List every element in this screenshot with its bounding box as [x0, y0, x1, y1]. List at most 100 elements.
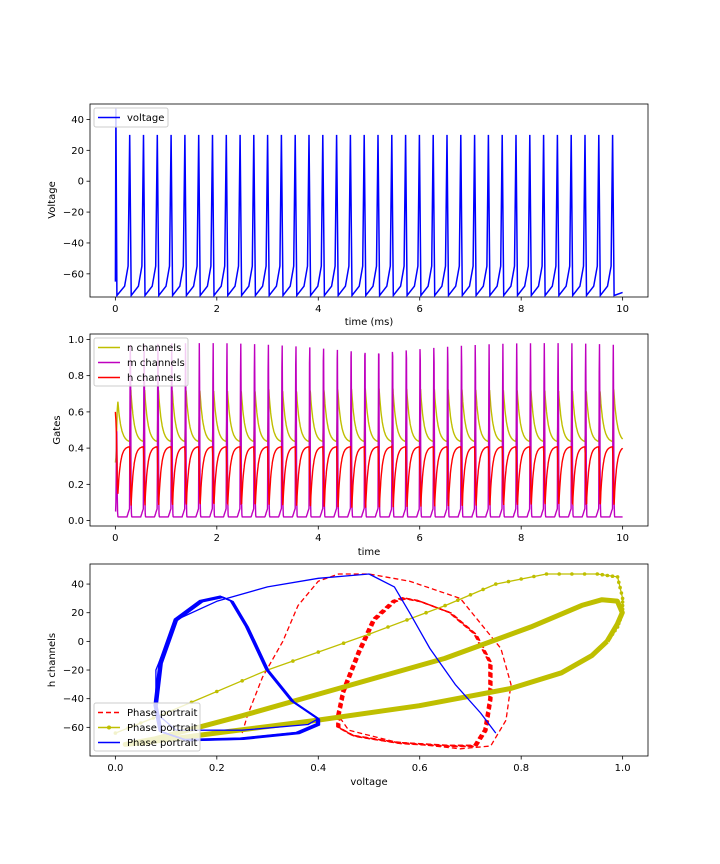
phase-axes-frame [89, 563, 649, 757]
voltage-legend-box [93, 107, 169, 128]
phase-yellow-marker [532, 574, 536, 579]
gates-x-tick-label: 10 [616, 533, 629, 544]
phase-y-tick-label: −40 [63, 694, 84, 705]
phase-yellow-marker [367, 632, 371, 636]
phase-blue-line-cycle [156, 596, 321, 742]
phase-yellow-marker [456, 598, 460, 602]
voltage-x-tick-label: 4 [315, 304, 321, 315]
phase-red-line-cycle [339, 598, 493, 748]
phase-red-line-cycle [336, 597, 490, 746]
gates-y-tick-label: 0.0 [68, 516, 84, 527]
gates-x-axis-label: time [358, 547, 381, 558]
voltage-y-tick-label: −20 [63, 208, 84, 219]
voltage-x-tick-label: 0 [112, 304, 118, 315]
phase-yellow-marker [618, 585, 622, 590]
voltage-y-tick-label: −60 [63, 269, 84, 280]
phase-yellow-marker [595, 572, 600, 576]
gates-x-tick-label: 0 [112, 533, 118, 544]
voltage-y-axis-label: Voltage [47, 181, 58, 219]
phase-y-tick-label: 20 [71, 608, 84, 619]
gates-panel: 0 2 4 6 8 10 1.0 0.8 0.6 0.4 0.2 0.0 time Gates n c… [52, 333, 649, 558]
phase-yellow-marker [615, 575, 620, 579]
voltage-series-layer [114, 108, 623, 298]
voltage-line [114, 108, 623, 298]
gates-y-tick-label: 1.0 [68, 335, 84, 346]
phase-y-tick-label: −20 [63, 666, 84, 677]
phase-yellow-marker [481, 587, 485, 592]
phase-legend: Phase portrait Phase portrait Phase port… [93, 702, 201, 752]
phase-yellow-marker [605, 573, 610, 578]
phase-yellow-marker [610, 632, 615, 636]
phase-yellow-marker [519, 577, 523, 581]
phase-yellow-marker [570, 572, 574, 576]
voltage-x-tick-label: 8 [518, 304, 524, 315]
voltage-axes-frame [89, 103, 649, 298]
voltage-legend: voltage [93, 107, 169, 128]
phase-x-tick-label: 0.4 [310, 763, 326, 774]
phase-yellow-marker [557, 572, 561, 576]
phase-yellow-marker [600, 572, 605, 577]
phase-panel: 0.0 0.2 0.4 0.6 0.8 1.0 40 20 0 −20 −40 −60 voltage… [47, 563, 649, 788]
gates-axes-frame [89, 333, 649, 527]
phase-yellow-marker [424, 610, 428, 615]
phase-y-tick-label: 0 [78, 637, 84, 648]
voltage-x-tick-label: 6 [417, 304, 423, 315]
phase-blue-line-first [155, 573, 497, 734]
gates-y-tick-label: 0.4 [68, 444, 84, 455]
phase-yellow-marker [386, 625, 390, 629]
phase-y-tick-label: 40 [71, 580, 84, 591]
phase-yellow-marker [617, 621, 621, 626]
phase-y-tick-label: −60 [63, 723, 84, 734]
phase-yellow-marker [316, 650, 321, 654]
phase-yellow-marker [619, 614, 624, 619]
gates-y-tick-label: 0.6 [68, 407, 84, 418]
phase-yellow-marker [468, 593, 473, 597]
phase-yellow-marker [615, 625, 620, 629]
voltage-y-tick-label: 40 [71, 115, 84, 126]
phase-yellow-marker [240, 679, 244, 683]
phase-yellow-marker [405, 618, 409, 622]
voltage-x-tick-label: 10 [616, 304, 629, 315]
phase-yellow-marker [608, 636, 612, 640]
phase-yellow-marker [620, 607, 625, 611]
gates-legend: n channels m channels h channels [93, 337, 189, 387]
phase-yellow-marker [613, 628, 617, 633]
phase-yellow-marker [620, 600, 625, 604]
voltage-y-tick-label: −40 [63, 238, 84, 249]
voltage-ticks-layer: 0 2 4 6 8 10 40 20 0 −20 −40 −60 [63, 115, 629, 315]
phase-legend-label-yellow: Phase portrait [127, 723, 198, 734]
voltage-y-tick-label: 20 [71, 146, 84, 157]
gates-legend-label-m: m channels [127, 358, 185, 369]
gates-y-axis-label: Gates [52, 415, 63, 444]
gates-y-tick-label: 0.2 [68, 480, 84, 491]
gates-legend-label-h: h channels [127, 373, 181, 384]
phase-y-axis-label: h channels [47, 633, 58, 687]
phase-yellow-marker [610, 574, 615, 578]
voltage-x-axis-label: time (ms) [345, 317, 394, 328]
gates-x-tick-label: 6 [417, 533, 423, 544]
gates-y-tick-label: 0.8 [68, 371, 84, 382]
phase-yellow-marker [620, 596, 625, 601]
phase-legend-marker-yellow [107, 725, 111, 730]
phase-red-line-first [241, 573, 512, 750]
phase-yellow-marker [341, 641, 346, 645]
phase-x-tick-label: 0.0 [107, 763, 123, 774]
gates-x-tick-label: 4 [315, 533, 321, 544]
phase-yellow-marker [619, 591, 624, 595]
gates-x-tick-label: 8 [518, 533, 524, 544]
phase-legend-label-blue: Phase portrait [127, 738, 198, 749]
phase-x-tick-label: 0.8 [513, 763, 529, 774]
phase-yellow-marker [618, 618, 622, 622]
gates-legend-label-n: n channels [127, 343, 181, 354]
phase-x-tick-label: 0.2 [209, 763, 225, 774]
voltage-x-tick-label: 2 [214, 304, 220, 315]
phase-yellow-marker [291, 659, 295, 663]
gates-legend-box [93, 337, 189, 387]
gates-series-layer [114, 343, 624, 518]
phase-yellow-marker [494, 582, 498, 586]
gates-x-tick-label: 2 [214, 533, 220, 544]
phase-x-tick-label: 1.0 [615, 763, 631, 774]
gates-ticks-layer: 0 2 4 6 8 10 1.0 0.8 0.6 0.4 0.2 0.0 [68, 335, 629, 544]
